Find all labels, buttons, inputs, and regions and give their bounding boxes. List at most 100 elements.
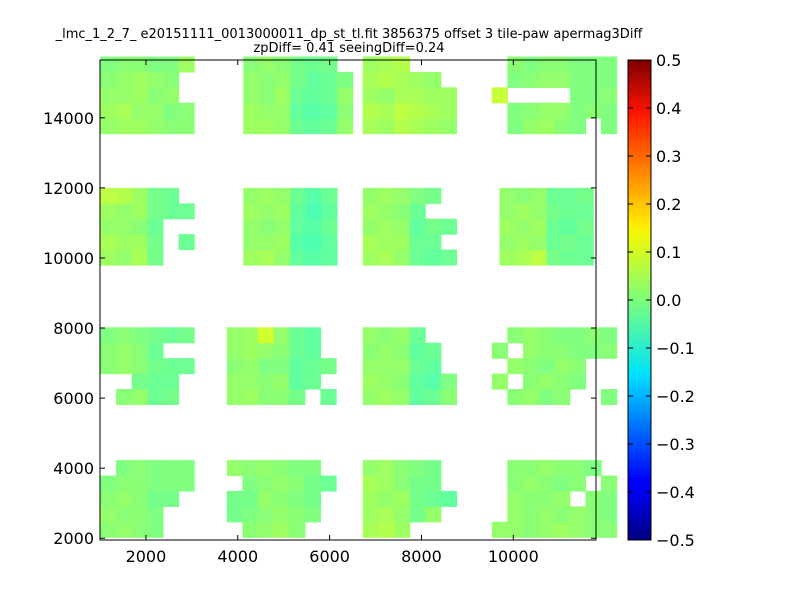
heatmap-cell — [409, 342, 426, 359]
heatmap-cell — [258, 203, 276, 220]
heatmap-cell — [491, 87, 508, 104]
heatmap-cell — [273, 388, 290, 406]
heatmap-cell — [507, 506, 524, 523]
heatmap-cell — [116, 118, 133, 135]
heatmap-cell — [116, 71, 133, 88]
heatmap-cell — [538, 490, 555, 507]
heatmap-cell — [242, 327, 259, 344]
heatmap-cell — [378, 388, 395, 406]
heatmap-cell — [290, 249, 307, 266]
colorbar-tick-label: 0.4 — [656, 99, 681, 118]
heatmap-cell — [147, 475, 164, 492]
heatmap-cell — [147, 358, 164, 375]
y-tick-label: 2000 — [53, 529, 94, 548]
heatmap-cell — [569, 521, 587, 538]
heatmap-cell — [147, 490, 164, 507]
heatmap-cell — [226, 388, 243, 406]
heatmap-cell — [147, 249, 164, 266]
heatmap-cell — [538, 475, 555, 492]
heatmap-cell — [515, 218, 532, 235]
heatmap-cell — [258, 118, 276, 135]
heatmap-cell — [554, 490, 571, 507]
heatmap-cell — [226, 342, 243, 359]
heatmap-cell — [116, 327, 133, 344]
heatmap-cell — [162, 388, 180, 406]
heatmap-cell — [378, 506, 395, 523]
heatmap-cell — [499, 187, 516, 204]
heatmap-cell — [147, 203, 164, 220]
heatmap-cell — [274, 118, 291, 135]
heatmap-cell — [546, 249, 563, 266]
heatmap-cell — [162, 71, 180, 88]
heatmap-cell — [289, 327, 306, 344]
heatmap-cell — [162, 203, 180, 220]
heatmap-cell — [100, 234, 117, 251]
heatmap-cell — [409, 218, 426, 235]
heatmap-cell — [362, 118, 379, 135]
heatmap-cell — [131, 203, 148, 220]
heatmap-cell — [304, 358, 322, 375]
heatmap-cell — [116, 102, 133, 119]
heatmap-cell — [378, 342, 395, 359]
x-tick-label: 2000 — [126, 547, 167, 566]
heatmap-cell — [273, 342, 290, 359]
heatmap-cell — [257, 521, 275, 538]
heatmap-cell — [393, 373, 411, 390]
y-tick-label: 14000 — [43, 109, 94, 128]
heatmap-cell — [546, 203, 563, 220]
heatmap-cell — [585, 56, 602, 73]
heatmap-cell — [522, 342, 540, 359]
heatmap-cell — [290, 203, 307, 220]
heatmap-cell — [100, 327, 117, 344]
heatmap-cell — [290, 102, 307, 119]
heatmap-cell — [585, 490, 602, 507]
heatmap-cell — [362, 218, 379, 235]
heatmap-cell — [116, 234, 133, 251]
heatmap-cell — [321, 249, 338, 266]
heatmap-cell — [257, 342, 275, 359]
heatmap-cell — [304, 460, 322, 477]
heatmap-cell — [362, 71, 379, 88]
heatmap-cell — [274, 218, 291, 235]
heatmap-cell — [162, 187, 180, 204]
heatmap-cell — [507, 102, 524, 119]
heatmap-cell — [116, 460, 133, 477]
heatmap-cell — [289, 342, 306, 359]
heatmap-cell — [131, 71, 148, 88]
heatmap-cell — [131, 187, 148, 204]
heatmap-cell — [362, 342, 379, 359]
heatmap-cell — [100, 342, 117, 359]
heatmap-cell — [601, 506, 618, 523]
heatmap-cell — [378, 87, 395, 104]
heatmap-cell — [585, 87, 602, 104]
heatmap-cell — [554, 358, 571, 375]
heatmap-cell — [409, 475, 426, 492]
heatmap-cell — [409, 490, 426, 507]
heatmap-cell — [162, 56, 180, 73]
heatmap-cell — [499, 203, 516, 220]
heatmap-cell — [538, 71, 555, 88]
heatmap-cell — [522, 388, 540, 406]
heatmap-cell — [409, 388, 426, 406]
heatmap-cell — [305, 187, 322, 204]
heatmap-cell — [100, 203, 117, 220]
heatmap-cell — [290, 218, 307, 235]
heatmap-cell — [100, 475, 117, 492]
heatmap-cell — [522, 118, 540, 135]
heatmap-cell — [304, 373, 322, 390]
heatmap-cell — [257, 506, 275, 523]
heatmap-cell — [178, 234, 195, 251]
heatmap-cell — [243, 71, 260, 88]
heatmap-cell — [585, 71, 602, 88]
heatmap-cell — [554, 475, 571, 492]
heatmap-cell — [289, 373, 306, 390]
heatmap-cell — [242, 358, 259, 375]
heatmap-cell — [507, 521, 524, 538]
heatmap-cell — [178, 327, 195, 344]
heatmap-cell — [362, 373, 379, 390]
heatmap-cell — [440, 102, 457, 119]
heatmap-cell — [242, 475, 259, 492]
heatmap-cell — [522, 327, 540, 344]
colorbar-tick-label: −0.1 — [656, 339, 695, 358]
heatmap-cell — [425, 218, 442, 235]
